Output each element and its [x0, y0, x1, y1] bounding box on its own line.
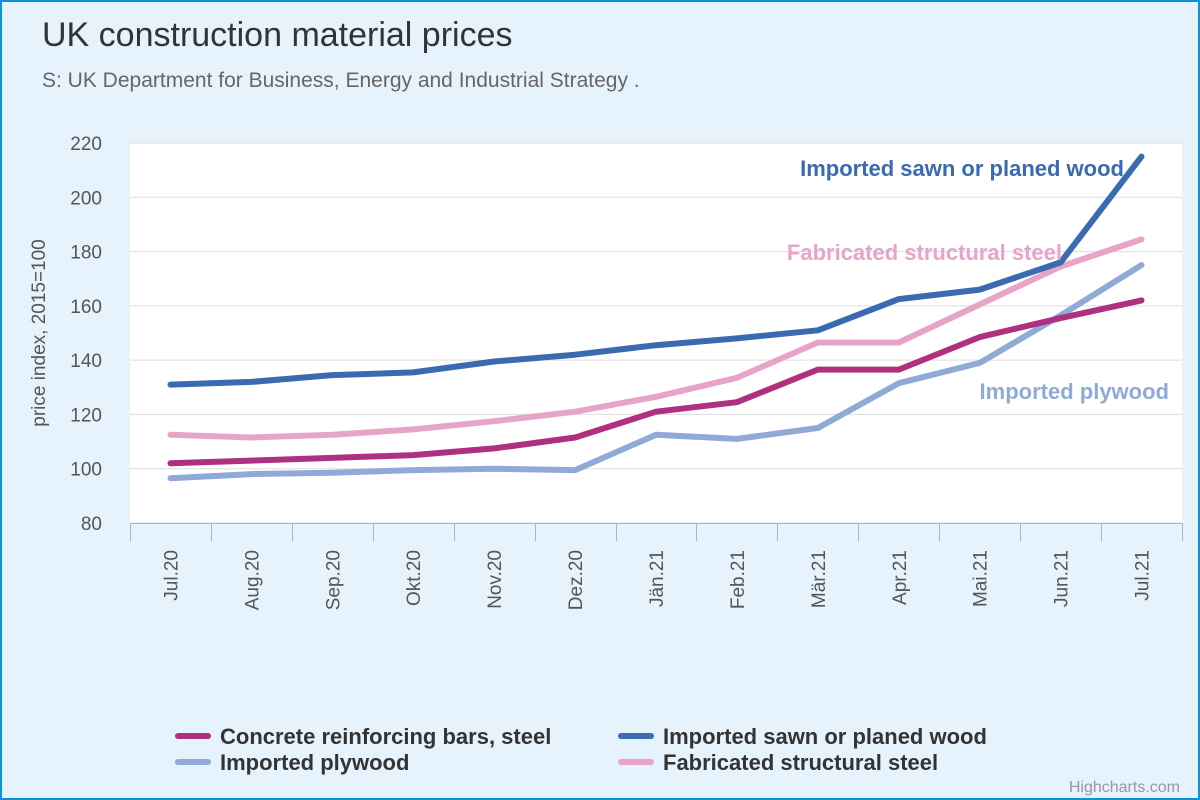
series-line-0[interactable]	[167, 297, 1145, 467]
y-tick-label: 180	[70, 243, 102, 264]
chart-title: UK construction material prices	[42, 16, 513, 54]
chart-subtitle: S: UK Department for Business, Energy an…	[42, 69, 640, 92]
x-tick-label: Apr.21	[890, 550, 911, 605]
series-end-label: Fabricated structural steel	[787, 240, 1062, 265]
legend-item[interactable]: Fabricated structural steel	[663, 750, 938, 775]
plot-background	[130, 143, 1182, 523]
y-tick-label: 100	[70, 460, 102, 481]
y-tick-label: 80	[81, 514, 102, 535]
series-line-1[interactable]	[167, 153, 1145, 388]
x-tick-label: Jän.21	[647, 550, 668, 607]
x-tick-label: Jul.20	[161, 550, 182, 601]
legend-item[interactable]: Imported plywood	[220, 750, 409, 775]
x-tick-label: Sep.20	[323, 550, 344, 610]
y-tick-label: 120	[70, 405, 102, 426]
series-end-label: Imported plywood	[980, 379, 1169, 404]
x-tick-label: Dez.20	[566, 550, 587, 610]
x-tick-label: Mai.21	[971, 550, 992, 607]
legend-item[interactable]: Concrete reinforcing bars, steel	[220, 724, 551, 749]
y-tick-label: 140	[70, 351, 102, 372]
y-tick-label: 220	[70, 134, 102, 155]
credits-link[interactable]: Highcharts.com	[1069, 779, 1180, 796]
series-end-label: Imported sawn or planed wood	[800, 156, 1124, 181]
x-tick-label: Jul.21	[1133, 550, 1154, 601]
x-tick-label: Okt.20	[404, 550, 425, 606]
series-line-3[interactable]	[167, 236, 1145, 441]
y-axis-title: price index, 2015=100	[29, 239, 50, 427]
y-tick-label: 160	[70, 297, 102, 318]
x-tick-label: Mär.21	[809, 550, 830, 608]
x-tick-label: Jun.21	[1052, 550, 1073, 607]
series-line-2[interactable]	[167, 262, 1145, 482]
y-tick-label: 200	[70, 188, 102, 209]
x-tick-label: Nov.20	[485, 550, 506, 609]
x-tick-label: Aug.20	[242, 550, 263, 610]
legend-item[interactable]: Imported sawn or planed wood	[663, 724, 987, 749]
x-tick-label: Feb.21	[728, 550, 749, 609]
